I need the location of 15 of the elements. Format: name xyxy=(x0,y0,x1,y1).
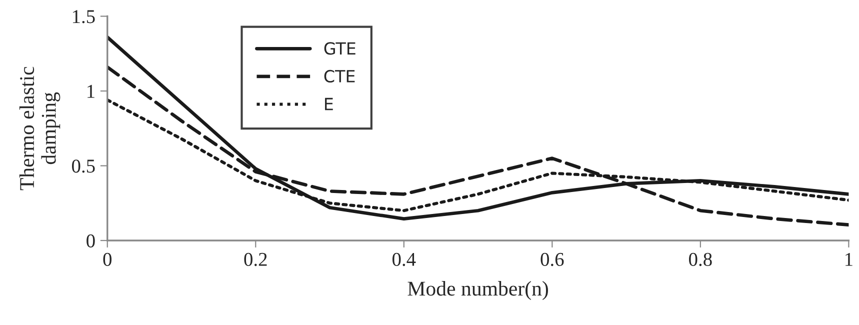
x-tick-label: 1 xyxy=(846,252,852,266)
y-tick-label: 1 xyxy=(88,84,94,98)
legend-label: GTE xyxy=(324,42,356,55)
x-tick-label: 0.8 xyxy=(689,252,712,266)
y-tick-label: 0 xyxy=(86,234,95,248)
x-tick-label: 0.6 xyxy=(540,252,564,266)
x-tick-label: 0.4 xyxy=(392,252,416,266)
x-tick-label: 0.2 xyxy=(244,252,267,266)
y-tick-label: 1.5 xyxy=(72,10,95,24)
y-tick-label: 0.5 xyxy=(72,160,95,173)
y-axis-title: Thermo elastic damping xyxy=(19,66,60,190)
x-axis-title: Mode number(n) xyxy=(408,281,548,300)
legend-label: E xyxy=(325,98,333,110)
legend-label: CTE xyxy=(324,70,355,83)
x-tick-label: 0 xyxy=(103,252,112,266)
